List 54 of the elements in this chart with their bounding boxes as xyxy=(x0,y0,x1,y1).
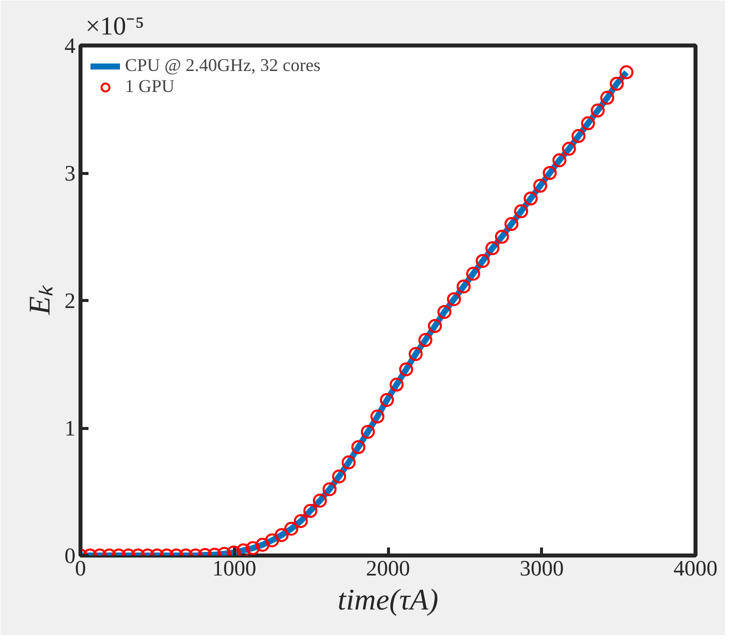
point xyxy=(342,455,356,470)
point xyxy=(351,440,366,454)
point xyxy=(494,230,509,244)
y-tick-label: 1 xyxy=(64,416,76,440)
legend-label: 1 GPU xyxy=(125,76,175,97)
point xyxy=(370,410,384,424)
point xyxy=(600,90,614,105)
point xyxy=(332,469,346,484)
point xyxy=(418,333,432,348)
point xyxy=(265,533,280,548)
x-tick-label: 1000 xyxy=(212,556,256,580)
point xyxy=(504,217,518,231)
point xyxy=(408,347,423,362)
point xyxy=(619,65,634,80)
point xyxy=(466,266,480,281)
y-tick-label: 4 xyxy=(64,33,76,58)
point xyxy=(476,254,490,268)
point xyxy=(446,292,461,306)
point xyxy=(274,528,289,542)
point xyxy=(524,192,538,206)
point xyxy=(399,362,414,376)
x-tick-label: 4000 xyxy=(674,556,718,580)
text: ×10⁻⁵ xyxy=(86,12,144,40)
point xyxy=(552,153,566,168)
point xyxy=(303,504,318,518)
point xyxy=(581,116,596,130)
point xyxy=(571,129,586,144)
point xyxy=(246,541,260,556)
y-axis-title: Eₖ xyxy=(24,284,56,316)
point xyxy=(256,538,270,552)
point xyxy=(542,166,557,180)
point xyxy=(360,424,375,439)
x-tick-label: 2000 xyxy=(366,556,410,580)
point xyxy=(562,142,576,156)
point xyxy=(428,319,442,333)
point xyxy=(437,304,452,319)
point xyxy=(514,204,528,218)
point xyxy=(236,543,250,556)
y-tick-label: 2 xyxy=(64,288,76,313)
point xyxy=(284,522,298,536)
x-axis-title: time(τA) xyxy=(338,584,438,616)
x-tick-label: 3000 xyxy=(520,556,564,580)
point xyxy=(322,482,337,496)
point xyxy=(312,494,327,508)
point xyxy=(610,76,624,91)
point xyxy=(294,514,308,528)
point xyxy=(380,392,394,407)
y-tick-label: 3 xyxy=(64,160,76,186)
point xyxy=(390,378,404,392)
legend-label: CPU @ 2.40GHz, 32 cores xyxy=(125,55,321,76)
point xyxy=(533,178,548,193)
point xyxy=(456,279,471,294)
point xyxy=(485,241,500,256)
point xyxy=(590,104,605,118)
